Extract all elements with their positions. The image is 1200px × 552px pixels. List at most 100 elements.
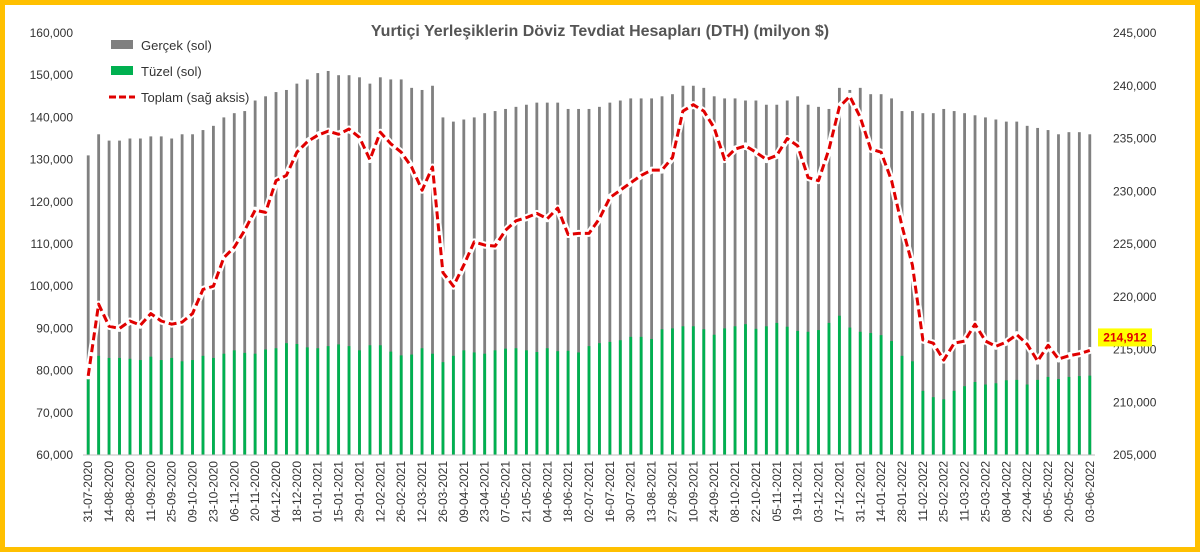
x-tick-label: 02-07-2021 bbox=[582, 461, 596, 523]
x-tick-label: 17-12-2021 bbox=[832, 461, 846, 523]
x-tick-label: 08-04-2022 bbox=[999, 461, 1013, 523]
gercek-bar bbox=[681, 85, 685, 455]
x-tick-label: 07-05-2021 bbox=[499, 461, 513, 523]
chart-title: Yurtiçi Yerleşiklerin Döviz Tevdiat Hesa… bbox=[371, 23, 829, 40]
x-tick-label: 20-11-2020 bbox=[248, 461, 262, 522]
x-tick-label: 31-12-2021 bbox=[853, 461, 867, 523]
gercek-bar bbox=[848, 89, 852, 455]
tuzel-bar bbox=[681, 326, 685, 455]
tuzel-bar bbox=[170, 357, 174, 455]
x-tick-label: 15-01-2021 bbox=[332, 461, 346, 523]
gercek-bar bbox=[493, 111, 497, 455]
tuzel-bar bbox=[545, 348, 549, 455]
gercek-bar bbox=[577, 108, 580, 456]
gercek-bar bbox=[1015, 121, 1019, 456]
gercek-bar bbox=[222, 117, 226, 456]
x-tick-label: 29-01-2021 bbox=[352, 461, 366, 523]
gercek-bar bbox=[378, 77, 382, 455]
tuzel-bar bbox=[952, 390, 956, 455]
end-label-text: 214,912 bbox=[1103, 330, 1147, 344]
left-tick-label: 130,000 bbox=[30, 153, 74, 167]
gercek-bar bbox=[744, 100, 747, 456]
tuzel-bar bbox=[451, 355, 455, 455]
gercek-bar bbox=[285, 89, 288, 455]
tuzel-bar bbox=[483, 353, 487, 455]
gercek-bar bbox=[1088, 134, 1092, 455]
gercek-bar bbox=[180, 134, 184, 455]
tuzel-bar bbox=[723, 328, 727, 455]
tuzel-bar bbox=[712, 334, 716, 455]
x-tick-label: 18-06-2021 bbox=[561, 461, 575, 523]
gercek-bar bbox=[566, 108, 570, 456]
legend-label: Toplam (sağ aksis) bbox=[141, 90, 249, 105]
x-tick-label: 11-02-2022 bbox=[916, 461, 930, 522]
gercek-bar bbox=[232, 113, 236, 456]
tuzel-bar bbox=[107, 357, 111, 455]
tuzel-bar bbox=[212, 357, 215, 455]
tuzel-bar bbox=[295, 344, 299, 455]
tuzel-bar bbox=[691, 326, 695, 455]
x-tick-label: 04-06-2021 bbox=[540, 461, 554, 523]
x-tick-label: 01-01-2021 bbox=[311, 461, 325, 523]
gercek-bar bbox=[598, 106, 601, 455]
left-tick-label: 80,000 bbox=[36, 364, 73, 378]
gercek-bar bbox=[545, 102, 549, 455]
gercek-bar bbox=[264, 96, 267, 456]
gercek-bar bbox=[817, 106, 820, 455]
left-tick-label: 90,000 bbox=[36, 321, 73, 335]
tuzel-bar bbox=[316, 348, 320, 455]
gercek-bar bbox=[462, 119, 466, 455]
gercek-bar bbox=[1046, 130, 1050, 455]
right-tick-label: 205,000 bbox=[1113, 448, 1157, 462]
tuzel-bar bbox=[462, 350, 466, 455]
right-tick-label: 240,000 bbox=[1113, 79, 1157, 93]
dth-chart: Yurtiçi Yerleşiklerin Döviz Tevdiat Hesa… bbox=[30, 23, 1157, 523]
gercek-bar bbox=[1067, 132, 1071, 456]
left-tick-label: 110,000 bbox=[31, 237, 74, 251]
tuzel-bar bbox=[97, 355, 101, 455]
x-tick-label: 26-03-2021 bbox=[436, 461, 450, 523]
tuzel-bar bbox=[1077, 376, 1081, 455]
gercek-bar bbox=[399, 79, 403, 456]
right-tick-label: 220,000 bbox=[1113, 290, 1157, 304]
gercek-bar bbox=[159, 136, 163, 455]
tuzel-bar bbox=[911, 361, 914, 455]
tuzel-bar bbox=[514, 348, 518, 455]
left-tick-label: 140,000 bbox=[30, 110, 74, 124]
gercek-bar bbox=[869, 94, 873, 455]
tuzel-bar bbox=[431, 353, 434, 455]
gercek-bar bbox=[253, 100, 257, 456]
tuzel-bar bbox=[608, 341, 612, 455]
gercek-bar bbox=[243, 111, 247, 455]
gercek-bar bbox=[431, 85, 434, 455]
tuzel-bar bbox=[1015, 379, 1019, 455]
tuzel-bar bbox=[566, 350, 570, 455]
gercek-bar bbox=[274, 92, 278, 455]
gercek-bar bbox=[963, 113, 966, 456]
gercek-bar bbox=[587, 108, 591, 456]
x-tick-label: 23-04-2021 bbox=[478, 461, 492, 523]
tuzel-bar bbox=[900, 355, 904, 455]
tuzel-bar bbox=[201, 355, 205, 455]
tuzel-bar bbox=[921, 390, 925, 455]
tuzel-bar bbox=[347, 346, 351, 455]
gercek-bar bbox=[973, 115, 977, 455]
x-tick-label: 18-12-2020 bbox=[290, 461, 304, 523]
tuzel-bar bbox=[305, 347, 309, 455]
legend-tuzel-swatch bbox=[111, 66, 133, 75]
right-tick-label: 235,000 bbox=[1113, 132, 1157, 146]
gercek-bar bbox=[608, 102, 612, 455]
x-tick-label: 21-05-2021 bbox=[519, 461, 533, 523]
tuzel-bar bbox=[535, 352, 539, 455]
gercek-bar bbox=[472, 117, 476, 456]
gercek-bar bbox=[702, 87, 706, 456]
gercek-bar bbox=[660, 96, 664, 456]
tuzel-bar bbox=[817, 330, 820, 455]
left-tick-label: 160,000 bbox=[30, 26, 74, 40]
gercek-bar bbox=[837, 87, 841, 456]
tuzel-bar bbox=[1025, 384, 1029, 455]
gercek-bar bbox=[984, 117, 987, 456]
gercek-bar bbox=[347, 75, 351, 455]
x-axis: 31-07-2020 14-08-2020 28-08-2020 11-09-2020… bbox=[81, 454, 1097, 523]
tuzel-bar bbox=[285, 343, 288, 455]
